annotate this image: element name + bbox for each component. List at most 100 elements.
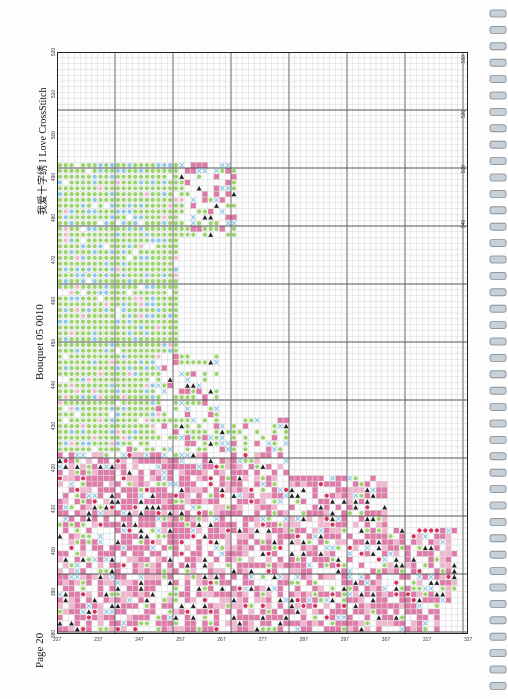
stitch-square — [382, 527, 388, 534]
stitch-square — [399, 597, 405, 603]
stitch-square — [92, 522, 98, 528]
stitch-square — [132, 551, 138, 557]
stitch-dot — [156, 627, 161, 632]
stitch-dot — [69, 279, 74, 284]
stitch-dot — [92, 186, 97, 191]
stitch-square — [416, 533, 423, 539]
stitch-dot — [173, 400, 178, 405]
stitch-cross — [190, 220, 196, 226]
stitch-dot — [63, 168, 68, 173]
stitch-triangle — [411, 557, 417, 562]
spiral-ring — [489, 25, 507, 34]
stitch-dot — [81, 308, 86, 313]
stitch-dot — [63, 250, 68, 255]
stitch-square — [237, 539, 243, 545]
stitch-square — [318, 475, 324, 481]
stitch-square — [109, 481, 115, 487]
stitch-square — [335, 603, 341, 609]
stitch-square — [202, 580, 208, 586]
stitch-dot — [133, 505, 138, 510]
stitch-square — [295, 568, 301, 574]
stitch-triangle — [92, 597, 98, 603]
stitch-square — [266, 556, 272, 563]
stitch-square — [167, 522, 173, 528]
stitch-square — [329, 614, 336, 621]
stitch-dot — [86, 377, 91, 382]
stitch-triangle — [144, 504, 150, 510]
stitch-dot — [92, 168, 97, 173]
stitch-dot — [69, 429, 74, 434]
stitch-square — [393, 620, 399, 626]
stitch-dot — [127, 325, 132, 330]
stitch-square — [440, 556, 446, 563]
stitch-cross — [92, 557, 98, 562]
stitch-cross — [422, 533, 428, 539]
stitch-square — [260, 585, 266, 592]
stitch-cross — [214, 359, 219, 365]
stitch-square — [126, 487, 133, 493]
stitch-dot — [197, 511, 202, 516]
stitch-dot — [81, 313, 86, 318]
stitch-square — [324, 574, 330, 580]
stitch-dot — [92, 308, 97, 313]
stitch-dot — [98, 267, 103, 272]
stitch-dot — [115, 441, 120, 446]
stitch-square — [451, 580, 457, 586]
stitch-cross — [272, 586, 277, 591]
stitch-square — [184, 475, 191, 481]
stitch-dot — [81, 273, 86, 278]
stitch-dot — [86, 400, 91, 405]
stitch-square — [86, 574, 92, 580]
stitch-square — [208, 603, 214, 609]
stitch-dot — [162, 221, 167, 226]
stitch-cross — [399, 626, 405, 632]
stitch-square — [312, 487, 318, 493]
stitch-dot — [202, 447, 207, 452]
stitch-square — [213, 527, 220, 534]
stitch-cross — [225, 162, 231, 168]
stitch-square — [248, 516, 254, 522]
stitch-square — [57, 626, 63, 632]
stitch-dot — [231, 203, 236, 208]
stitch-dot — [98, 302, 103, 307]
stitch-dot — [156, 377, 161, 382]
stitch-square — [353, 626, 359, 632]
stitch-dot — [92, 389, 97, 394]
stitch-dot — [127, 203, 132, 208]
stitch-square — [295, 620, 301, 626]
stitch-dot — [173, 302, 178, 307]
stitch-square — [68, 591, 75, 597]
stitch-square — [126, 504, 133, 510]
stitch-dot — [133, 366, 138, 371]
stitch-dot — [86, 470, 91, 475]
stitch-dot — [121, 389, 126, 394]
stitch-triangle — [214, 574, 219, 580]
stitch-square — [300, 498, 307, 505]
stitch-square — [219, 522, 225, 528]
stitch-triangle — [301, 539, 306, 545]
stitch-dot — [260, 476, 265, 481]
stitch-cross — [295, 626, 301, 632]
stitch-dot — [127, 383, 132, 388]
stitch-dot — [63, 383, 68, 388]
spiral-ring — [489, 75, 507, 83]
stitch-cross — [214, 168, 219, 174]
stitch-dot — [162, 250, 167, 255]
stitch-dot — [81, 302, 86, 307]
stitch-dot — [63, 424, 68, 429]
grid-lines — [56, 51, 468, 634]
stitch-dot — [284, 487, 289, 492]
stitch-dot — [156, 250, 161, 255]
spiral-ring — [489, 386, 507, 395]
stitch-dot — [121, 383, 126, 388]
stitch-square — [329, 551, 336, 557]
stitch-dot — [150, 302, 155, 307]
stitch-dot — [57, 337, 62, 342]
stitch-square — [358, 620, 365, 626]
stitch-dot — [202, 232, 207, 237]
stitch-square — [121, 469, 127, 476]
stitch-dot — [150, 296, 155, 301]
stitch-square — [184, 545, 191, 551]
stitch-dot — [330, 522, 335, 527]
stitch-cross — [446, 528, 451, 533]
